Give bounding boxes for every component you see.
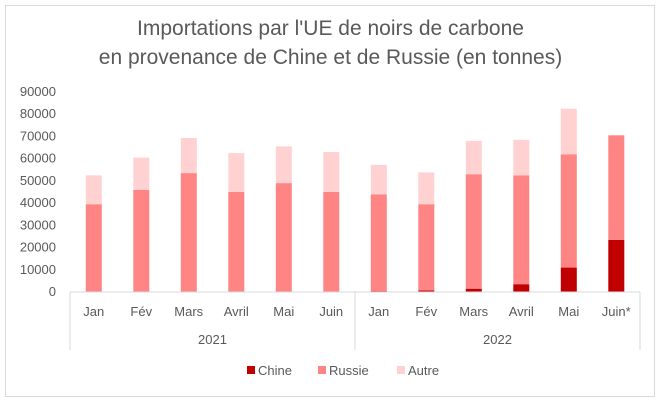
bar-chine-9 bbox=[513, 284, 530, 292]
bar-chine-10 bbox=[560, 267, 577, 292]
bar-autre-2 bbox=[180, 138, 197, 174]
y-tick-label: 70000 bbox=[20, 128, 56, 143]
group-label: 2022 bbox=[483, 332, 512, 347]
chart-title-line-1: Importations par l'UE de noirs de carbon… bbox=[137, 17, 524, 40]
bar-russie-4 bbox=[275, 183, 292, 292]
x-tick-label: Avril bbox=[509, 304, 534, 319]
x-tick-label: Mars bbox=[459, 304, 488, 319]
x-tick-label: Mars bbox=[174, 304, 203, 319]
x-tick-label: Mai bbox=[558, 304, 579, 319]
bar-chine-7 bbox=[418, 290, 435, 292]
bars bbox=[85, 108, 625, 292]
bar-autre-9 bbox=[513, 139, 530, 176]
bar-russie-7 bbox=[418, 204, 435, 291]
bar-autre-6 bbox=[370, 164, 387, 195]
x-tick-label: Fév bbox=[415, 304, 437, 319]
bar-russie-1 bbox=[133, 189, 150, 292]
bar-russie-10 bbox=[560, 154, 577, 268]
legend-label-chine: Chine bbox=[258, 363, 292, 378]
group-label: 2021 bbox=[198, 332, 227, 347]
y-axis: 0 10000 20000 30000 40000 50000 60000 70000 8000… bbox=[20, 84, 56, 299]
bar-autre-4 bbox=[275, 146, 292, 184]
bar-chine-8 bbox=[465, 288, 482, 292]
y-tick-label: 80000 bbox=[20, 106, 56, 121]
bar-russie-9 bbox=[513, 175, 530, 285]
chart-title-line-2: en provenance de Chine et de Russie (en … bbox=[98, 46, 563, 69]
legend: Chine Russie Autre bbox=[247, 363, 439, 378]
bar-russie-6 bbox=[370, 194, 387, 292]
legend-swatch-autre bbox=[397, 366, 405, 374]
bar-autre-1 bbox=[133, 157, 150, 190]
y-tick-label: 30000 bbox=[20, 217, 56, 232]
bar-autre-3 bbox=[228, 153, 245, 192]
x-tick-label: Mai bbox=[273, 304, 294, 319]
bar-chine-11 bbox=[608, 239, 625, 292]
legend-label-autre: Autre bbox=[408, 363, 439, 378]
x-tick-label: Jan bbox=[368, 304, 389, 319]
x-axis: Jan Fév Mars Avril Mai Juin Jan Fév Mars Avril Mai… bbox=[69, 291, 641, 350]
bar-autre-10 bbox=[560, 108, 577, 155]
x-tick-label: Jan bbox=[83, 304, 104, 319]
bar-autre-5 bbox=[323, 152, 340, 192]
legend-swatch-chine bbox=[247, 366, 255, 374]
x-tick-label: Juin* bbox=[602, 304, 631, 319]
bar-autre-8 bbox=[465, 140, 482, 175]
bar-autre-0 bbox=[85, 175, 102, 205]
x-tick-label: Fév bbox=[130, 304, 152, 319]
bar-russie-5 bbox=[323, 192, 340, 292]
y-tick-label: 20000 bbox=[20, 240, 56, 255]
y-tick-label: 60000 bbox=[20, 151, 56, 166]
legend-label-russie: Russie bbox=[329, 363, 369, 378]
y-tick-label: 0 bbox=[49, 284, 56, 299]
y-tick-label: 90000 bbox=[20, 84, 56, 99]
y-tick-label: 10000 bbox=[20, 262, 56, 277]
bar-autre-7 bbox=[418, 172, 435, 205]
bar-russie-8 bbox=[465, 174, 482, 289]
x-tick-label: Juin bbox=[319, 304, 343, 319]
bar-russie-2 bbox=[180, 173, 197, 292]
bar-russie-3 bbox=[228, 192, 245, 292]
y-tick-label: 50000 bbox=[20, 173, 56, 188]
y-tick-label: 40000 bbox=[20, 195, 56, 210]
legend-swatch-russie bbox=[318, 366, 326, 374]
x-tick-label: Avril bbox=[224, 304, 249, 319]
bar-russie-0 bbox=[85, 204, 102, 292]
chart-title: Importations par l'UE de noirs de carbon… bbox=[0, 14, 661, 72]
bar-russie-11 bbox=[608, 135, 625, 240]
